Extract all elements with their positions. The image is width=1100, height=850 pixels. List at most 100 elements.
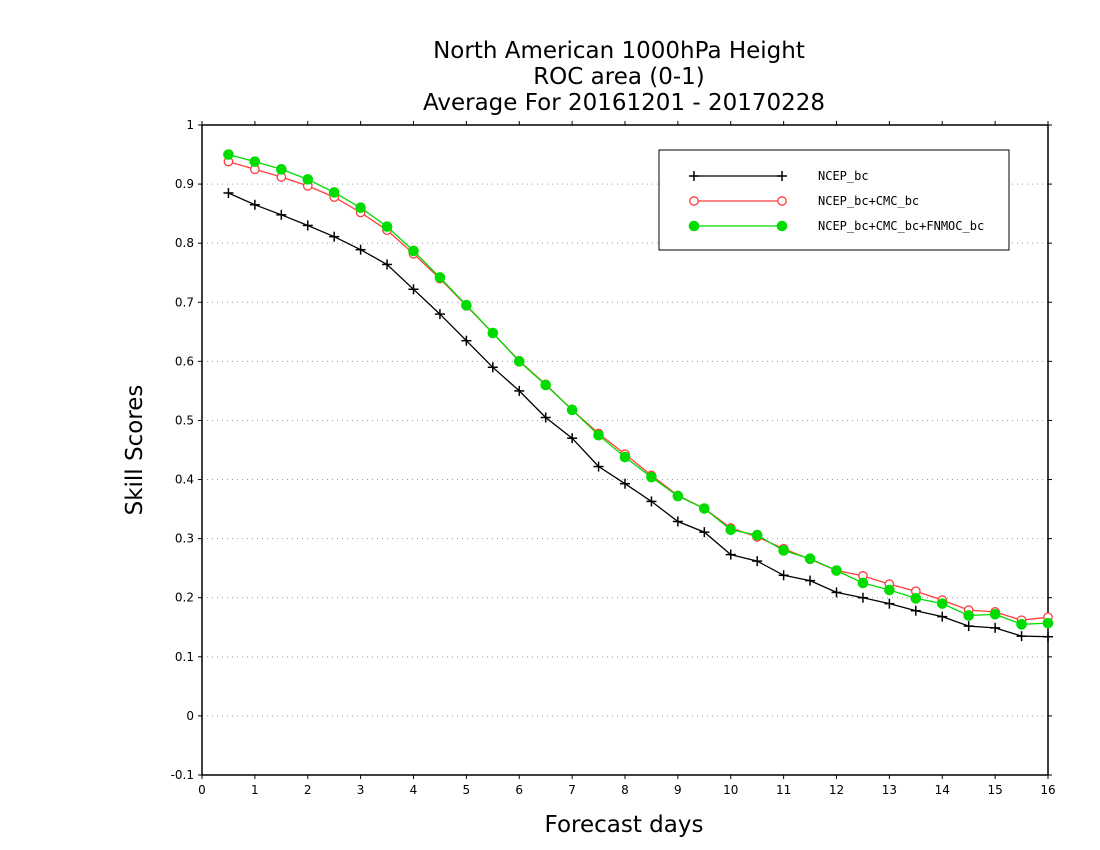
x-tick-label-3: 3 [357, 783, 365, 797]
data-point-2-0 [223, 149, 234, 160]
data-point-0-18 [699, 527, 710, 538]
data-point-0-20 [752, 556, 763, 567]
data-point-2-28 [963, 610, 974, 621]
data-point-2-15 [619, 451, 631, 463]
data-point-2-17 [672, 490, 684, 502]
y-tick-label-7: 0.6 [175, 354, 194, 368]
data-point-0-14 [593, 461, 604, 472]
legend-marker-start-2 [688, 220, 700, 232]
data-point-0-13 [567, 433, 578, 444]
data-point-2-3 [302, 174, 314, 185]
data-point-0-17 [672, 516, 683, 527]
data-point-2-19 [725, 524, 737, 536]
chart-title: North American 1000hPa Height ROC area (… [423, 38, 825, 116]
title-line-2: ROC area (0-1) [533, 64, 705, 90]
x-tick-label-16: 16 [1040, 783, 1055, 797]
data-point-2-18 [699, 503, 710, 514]
data-point-0-8 [434, 309, 445, 320]
y-tick-label-6: 0.5 [175, 413, 194, 427]
data-point-0-28 [963, 621, 974, 632]
data-point-2-11 [513, 356, 525, 367]
x-tick-label-13: 13 [882, 783, 897, 797]
data-point-0-2 [276, 209, 287, 220]
y-tick-label-11: 1 [186, 118, 194, 132]
data-point-0-21 [778, 570, 789, 581]
x-tick-label-14: 14 [935, 783, 950, 797]
y-tick-label-8: 0.7 [175, 295, 194, 309]
data-point-0-16 [646, 496, 657, 507]
series-0 [223, 187, 1053, 642]
data-point-0-7 [408, 284, 419, 295]
data-point-0-10 [487, 362, 498, 373]
data-point-0-12 [540, 412, 551, 423]
series-line-0 [228, 192, 1049, 638]
y-tick-label-3: 0.2 [175, 591, 194, 605]
data-point-0-0 [223, 187, 234, 198]
data-point-2-12 [540, 379, 551, 391]
legend-item-1: NCEP_bc+CMC_bc [689, 194, 919, 208]
data-point-0-25 [884, 598, 895, 609]
x-tick-label-5: 5 [463, 783, 471, 797]
y-tick-label-1: 0 [186, 709, 194, 723]
series-2 [223, 149, 1054, 630]
data-point-0-6 [382, 259, 393, 270]
legend-label-2: NCEP_bc+CMC_bc+FNMOC_bc [818, 219, 984, 233]
data-point-2-23 [831, 565, 842, 576]
x-tick-label-4: 4 [410, 783, 418, 797]
data-point-0-5 [355, 244, 366, 255]
x-tick-label-7: 7 [568, 783, 576, 797]
data-point-0-19 [725, 549, 736, 560]
data-point-0-3 [302, 220, 313, 231]
x-axis-title: Forecast days [545, 812, 704, 838]
y-axis-title: Skill Scores [122, 385, 148, 516]
data-point-2-9 [461, 299, 472, 311]
data-point-0-27 [937, 611, 948, 622]
gridlines [202, 183, 1048, 717]
x-tick-label-8: 8 [621, 783, 629, 797]
data-point-2-2 [276, 164, 287, 175]
data-point-0-30 [1016, 631, 1027, 642]
x-tick-label-12: 12 [829, 783, 844, 797]
y-tick-label-4: 0.3 [175, 532, 194, 546]
y-tick-label-9: 0.8 [175, 236, 194, 250]
x-tick-label-15: 15 [987, 783, 1002, 797]
legend-marker-start-1 [689, 196, 699, 206]
data-series [223, 149, 1054, 642]
data-point-2-30 [1016, 619, 1027, 630]
x-tick-label-1: 1 [251, 783, 259, 797]
data-point-0-24 [857, 592, 868, 603]
data-point-0-4 [329, 231, 340, 242]
data-point-2-1 [249, 156, 261, 167]
data-point-2-10 [487, 327, 499, 339]
y-tick-label-5: 0.4 [175, 473, 194, 487]
y-tick-label-2: 0.1 [175, 650, 194, 664]
legend-box [658, 149, 1010, 251]
x-tick-label-2: 2 [304, 783, 312, 797]
x-tick-label-9: 9 [674, 783, 682, 797]
legend-item-2: NCEP_bc+CMC_bc+FNMOC_bc [688, 219, 984, 233]
data-point-0-22 [805, 575, 816, 586]
data-point-0-31 [1043, 631, 1053, 642]
data-point-2-26 [910, 593, 922, 604]
x-tick-label-11: 11 [776, 783, 791, 797]
title-line-1: North American 1000hPa Height [433, 38, 805, 64]
legend-label-1: NCEP_bc+CMC_bc [818, 194, 919, 208]
y-tick-label-10: 0.9 [175, 177, 194, 191]
data-point-0-26 [910, 605, 921, 616]
data-point-2-4 [328, 187, 340, 198]
data-point-2-14 [593, 429, 604, 441]
data-point-0-29 [990, 622, 1001, 633]
data-point-0-11 [514, 385, 525, 396]
data-point-2-25 [884, 584, 895, 596]
title-line-3: Average For 20161201 - 20170228 [423, 90, 825, 116]
data-point-2-31 [1042, 617, 1054, 629]
data-point-2-22 [804, 553, 816, 565]
data-point-2-7 [408, 245, 419, 257]
legend-marker-end-0 [777, 171, 787, 181]
x-tick-label-6: 6 [515, 783, 523, 797]
data-point-2-24 [857, 577, 869, 589]
data-point-2-21 [778, 545, 789, 556]
data-point-2-8 [434, 272, 446, 283]
legend: NCEP_bc NCEP_bc+CMC_bc NCEP_bc+CMC_bc+FNMO… [658, 149, 1010, 251]
